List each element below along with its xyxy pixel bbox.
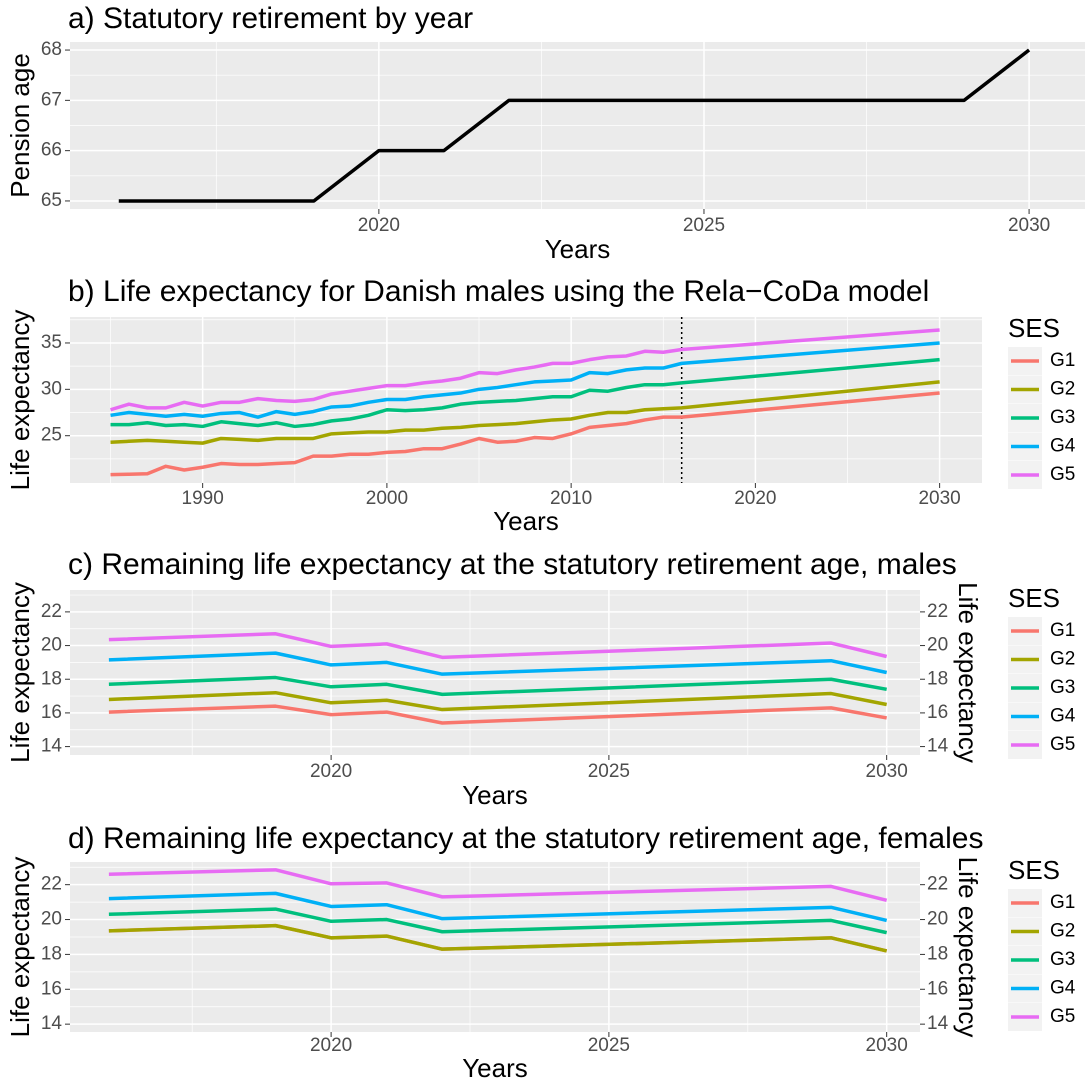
x-axis-title: Years xyxy=(462,780,528,810)
series-line xyxy=(108,690,888,712)
series-line xyxy=(108,907,888,935)
legend-label: G4 xyxy=(1050,706,1076,727)
y-tick-label: 18 xyxy=(41,668,62,689)
x-axis-title: Years xyxy=(493,506,559,536)
y-axis-title: Life expectancy xyxy=(5,310,35,491)
panel-title: b) Life expectancy for Danish males usin… xyxy=(68,275,929,308)
y2-tick-label: 20 xyxy=(927,635,948,656)
legend-label: G3 xyxy=(1050,949,1075,970)
x-tick-label: 2030 xyxy=(918,488,960,509)
y2-tick-label: 22 xyxy=(927,601,948,622)
series-line xyxy=(110,380,940,445)
x-tick-label: 2025 xyxy=(588,761,630,782)
series-line xyxy=(108,868,888,903)
x-tick-label: 2020 xyxy=(358,215,400,236)
y2-tick-label: 22 xyxy=(927,874,948,895)
y-tick-label: 18 xyxy=(41,943,62,964)
y-axis-title: Life expectancy xyxy=(5,857,35,1038)
legend-label: G1 xyxy=(1050,892,1075,913)
series-line xyxy=(110,391,940,477)
x-tick-label: 2000 xyxy=(366,488,408,509)
legend-label: G5 xyxy=(1050,1006,1075,1027)
series-line xyxy=(110,357,940,429)
y-tick-label: 22 xyxy=(41,601,62,622)
legend-title: SES xyxy=(1008,313,1060,343)
legend-label: G1 xyxy=(1050,620,1075,641)
y2-tick-label: 14 xyxy=(927,736,949,757)
x-axis-title: Years xyxy=(462,1053,528,1082)
y-tick-label: 67 xyxy=(41,89,62,110)
y2-tick-label: 18 xyxy=(927,943,948,964)
y2-tick-label: 18 xyxy=(927,668,948,689)
legend-label: G2 xyxy=(1050,649,1075,670)
series-line xyxy=(108,704,887,725)
y-tick-label: 22 xyxy=(41,874,62,895)
series-line xyxy=(108,675,887,697)
y-tick-label: 66 xyxy=(41,140,62,161)
y-axis-title: Pension age xyxy=(5,53,35,198)
x-tick-label: 2030 xyxy=(1008,215,1050,236)
series-line xyxy=(108,891,888,923)
x-tick-label: 2025 xyxy=(683,215,725,236)
legend-label: G4 xyxy=(1050,978,1076,999)
y-tick-label: 20 xyxy=(41,909,62,930)
y-tick-label: 14 xyxy=(41,1013,63,1034)
legend-label: G3 xyxy=(1050,407,1075,428)
y-tick-label: 16 xyxy=(41,702,62,723)
x-tick-label: 2025 xyxy=(588,1035,630,1056)
series-line xyxy=(110,328,940,412)
x-tick-label: 2020 xyxy=(734,488,776,509)
x-tick-label: 1990 xyxy=(182,488,224,509)
y2-axis-title: Life expectancy xyxy=(953,857,983,1038)
y2-tick-label: 14 xyxy=(927,1013,949,1034)
series-line xyxy=(108,632,888,660)
legend-label: G5 xyxy=(1050,734,1075,755)
panel-title: a) Statutory retirement by year xyxy=(68,2,473,35)
legend-label: G2 xyxy=(1050,379,1075,400)
legend-label: G1 xyxy=(1050,350,1075,371)
series-line xyxy=(108,923,888,953)
x-axis-title: Years xyxy=(545,234,611,264)
series-line xyxy=(118,48,1031,203)
y2-tick-label: 16 xyxy=(927,978,948,999)
y-axis-title: Life expectancy xyxy=(5,582,35,763)
legend-label: G4 xyxy=(1050,436,1076,457)
y2-tick-label: 16 xyxy=(927,702,948,723)
y-tick-label: 35 xyxy=(41,332,62,353)
y-tick-label: 14 xyxy=(41,736,63,757)
y-tick-label: 20 xyxy=(41,635,62,656)
series-line xyxy=(110,341,940,419)
y-tick-label: 68 xyxy=(41,39,62,60)
y-tick-label: 25 xyxy=(41,425,62,446)
legend-title: SES xyxy=(1008,583,1060,613)
y2-tick-label: 20 xyxy=(927,909,948,930)
x-tick-label: 2020 xyxy=(310,1035,352,1056)
legend-label: G3 xyxy=(1050,677,1075,698)
panel-title: c) Remaining life expectancy at the stat… xyxy=(68,548,957,581)
x-tick-label: 2030 xyxy=(866,761,908,782)
legend-title: SES xyxy=(1008,855,1060,885)
legend-label: G2 xyxy=(1050,921,1075,942)
series-line xyxy=(108,651,888,676)
y2-axis-title: Life expectancy xyxy=(953,582,983,763)
y-tick-label: 30 xyxy=(41,378,62,399)
x-tick-label: 2020 xyxy=(310,761,352,782)
y-tick-label: 65 xyxy=(41,190,62,211)
panel-title: d) Remaining life expectancy at the stat… xyxy=(68,822,983,855)
y-tick-label: 16 xyxy=(41,978,62,999)
x-tick-label: 2010 xyxy=(550,488,592,509)
legend-label: G5 xyxy=(1050,464,1075,485)
x-tick-label: 2030 xyxy=(866,1035,908,1056)
